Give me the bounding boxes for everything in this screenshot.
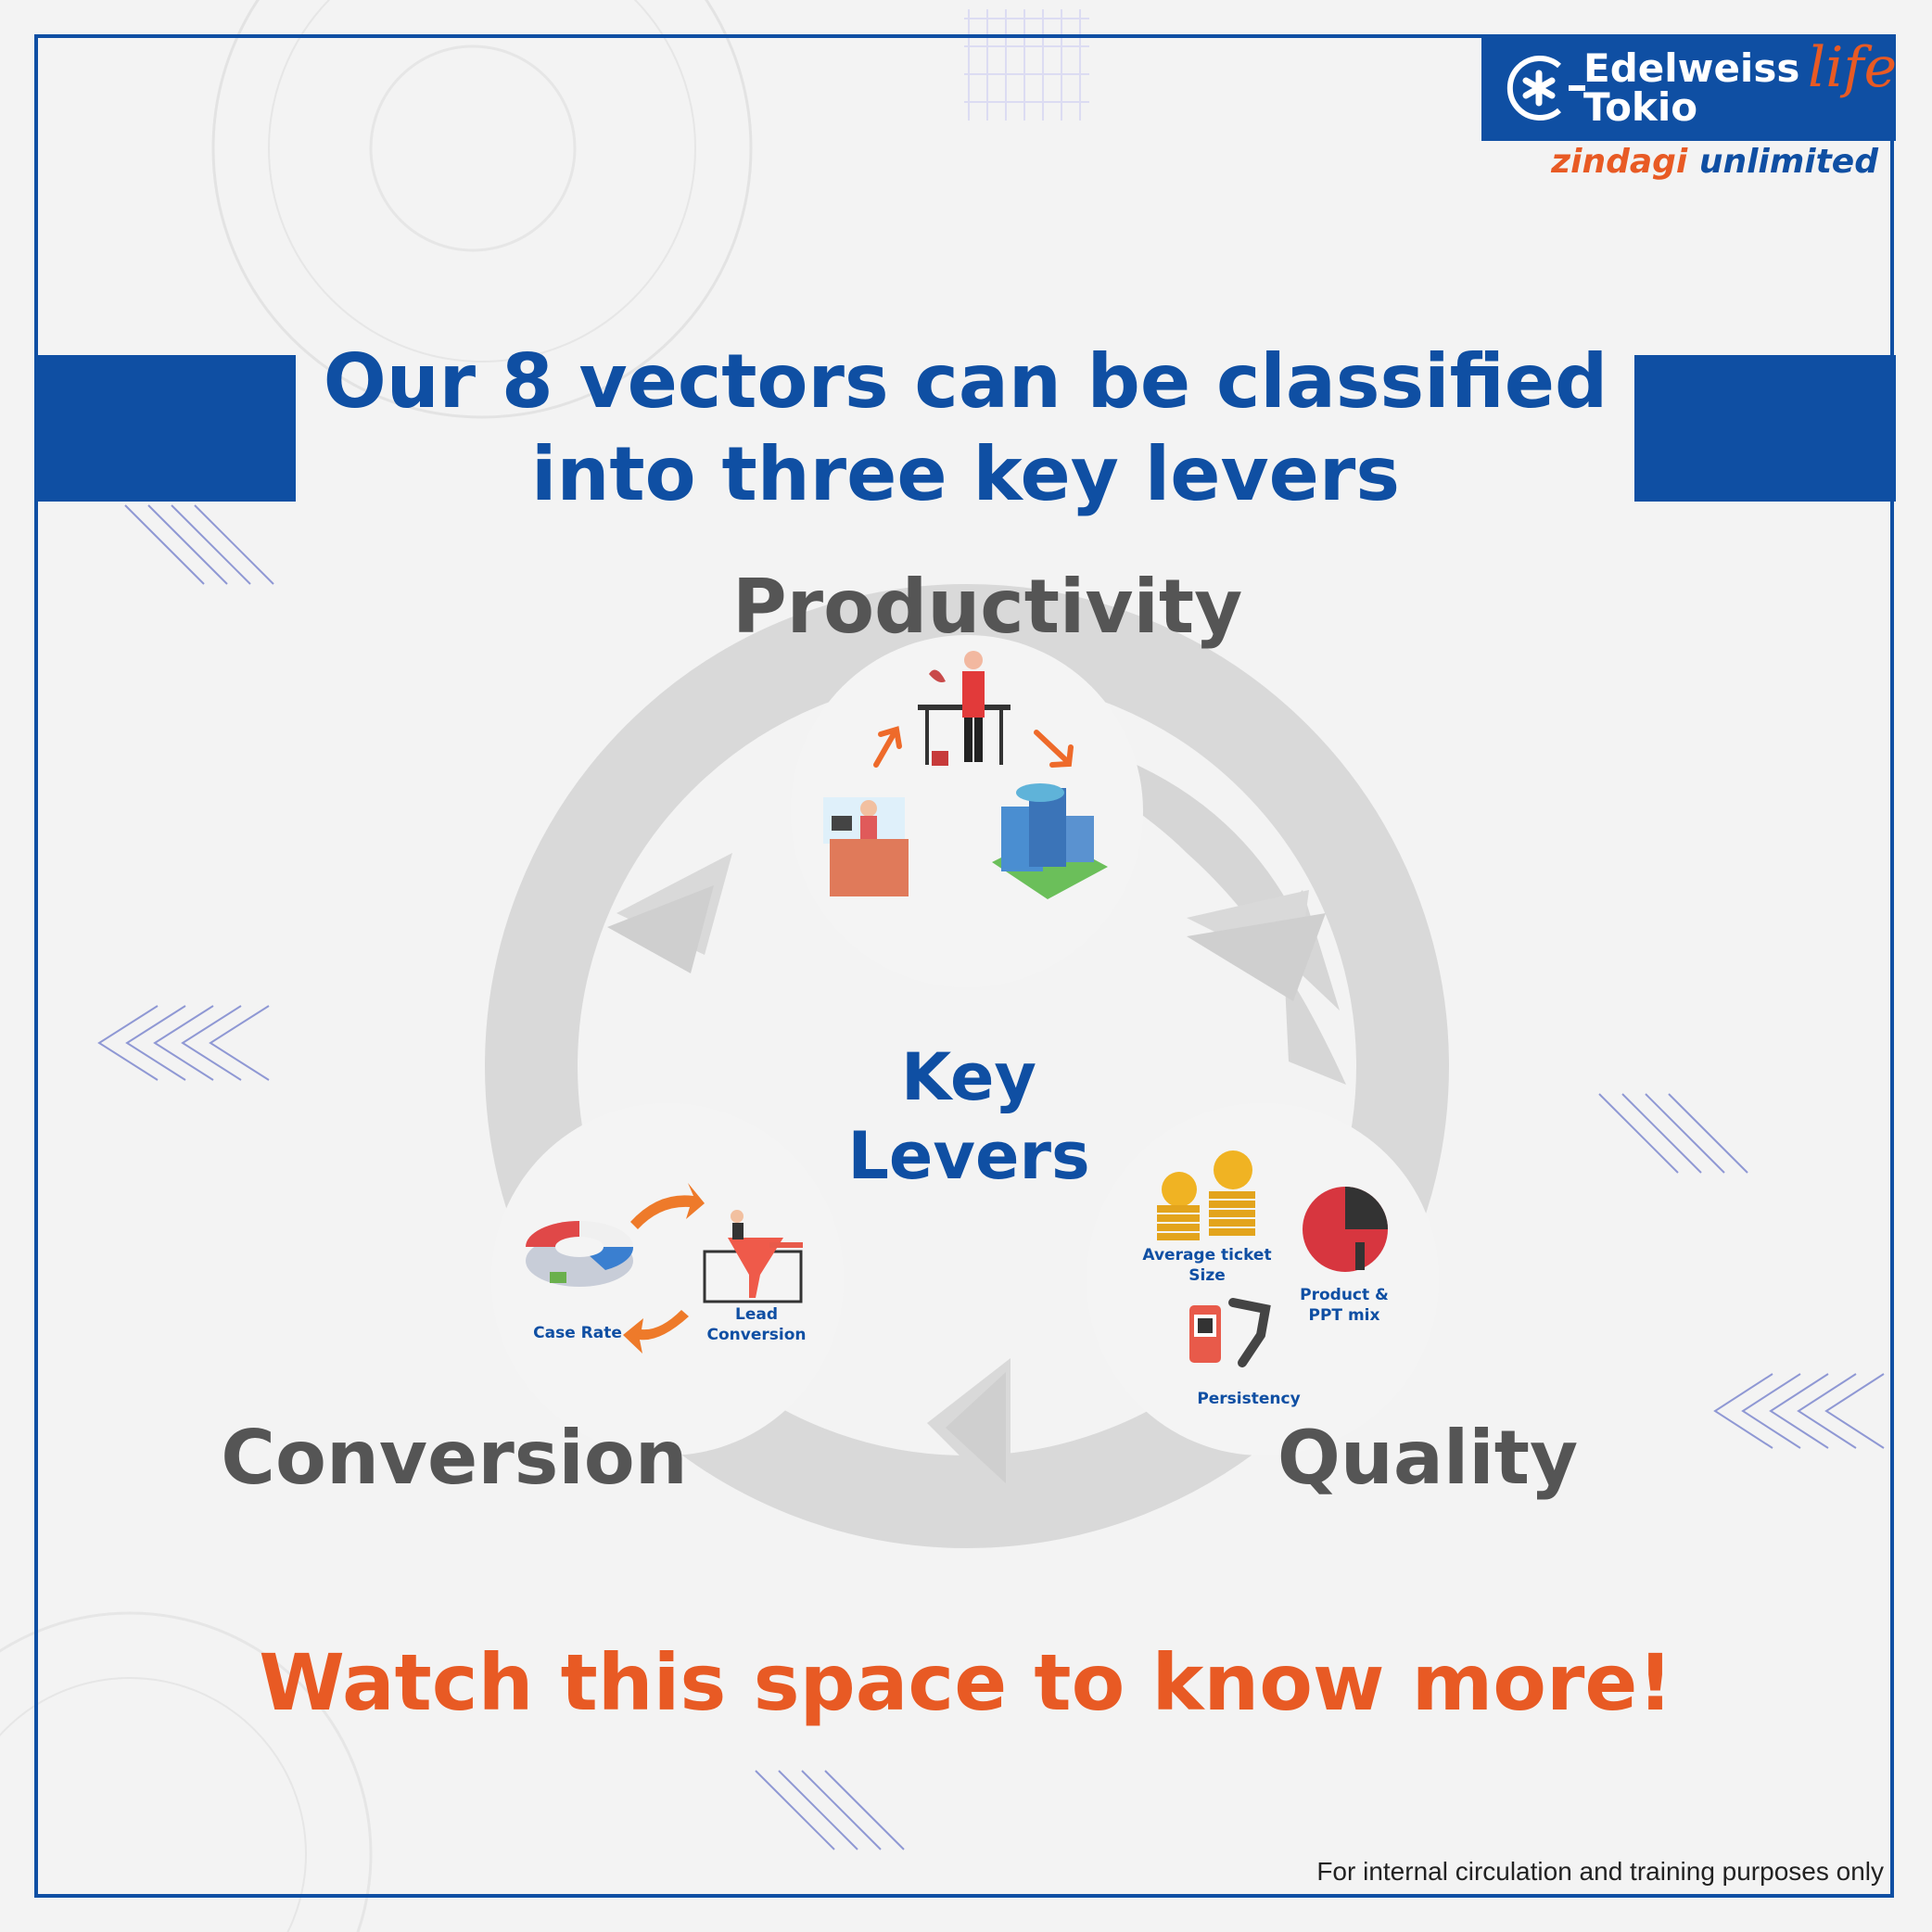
qr-scan-payment-icon [1189,1298,1271,1367]
center-label-line1: Key [900,1039,1037,1115]
headline-line1: Our 8 vectors can be classified [323,338,1608,425]
orange-curved-arrow-icon [630,1183,705,1229]
productivity-circle [791,635,1143,987]
brand-tagline: zindagi unlimited [1551,143,1878,181]
asterisk-logo-icon [1506,56,1585,121]
footnote: For internal circulation and training pu… [1316,1857,1884,1886]
product-mix-line1: Product & [1300,1286,1389,1304]
lead-conversion-label: Lead Conversion [705,1304,808,1345]
avg-ticket-label: Average ticket Size [1142,1245,1272,1286]
lead-conversion-funnel-icon [703,1210,803,1303]
shop-counter-icon [823,797,909,896]
orange-curved-arrow-icon [623,1310,689,1354]
lead-line1: Lead [734,1305,778,1324]
right-accent-bar [1634,355,1896,502]
headline: Our 8 vectors can be classified into thr… [297,336,1634,521]
tagline-part1: zindagi [1551,143,1688,181]
coins-stack-icon [1157,1150,1255,1240]
brand-name-suffix: life [1808,35,1898,100]
brand-name-line1: Edelweiss [1583,45,1800,91]
persistency-label: Persistency [1197,1390,1301,1408]
office-building-icon [992,783,1108,899]
lead-line2: Conversion [706,1326,807,1344]
page-frame [34,34,1894,1898]
lever-title-productivity: Productivity [732,564,1243,650]
businessman-on-phone-icon [918,651,1010,766]
product-mix-label: Product & PPT mix [1293,1285,1395,1326]
lever-title-quality: Quality [1277,1415,1579,1501]
case-rate-label: Case Rate [533,1324,622,1342]
tagline-part2: unlimited [1698,143,1878,181]
brand-logo: Edelweiss Tokio life [1481,34,1898,141]
center-label-line2: Levers [847,1118,1090,1194]
headline-line2: into three key levers [531,431,1400,517]
product-mix-line2: PPT mix [1308,1306,1380,1325]
lever-title-conversion: Conversion [221,1415,688,1501]
brand-name-line2: Tokio [1583,84,1698,130]
left-accent-bar [34,355,296,502]
call-to-action: Watch this space to know more! [259,1637,1673,1728]
orange-arrow-icon [1034,730,1071,765]
avg-ticket-line2: Size [1188,1266,1226,1285]
conversion-circle [491,1103,844,1455]
avg-ticket-line1: Average ticket [1142,1246,1272,1265]
center-label: Key Levers [816,1038,1122,1196]
case-rate-donut-icon [526,1221,634,1287]
pie-chart-push-icon [1303,1187,1388,1272]
cycle-arrow-productivity-to-quality [1131,777,1346,1085]
orange-arrow-icon [873,730,897,768]
